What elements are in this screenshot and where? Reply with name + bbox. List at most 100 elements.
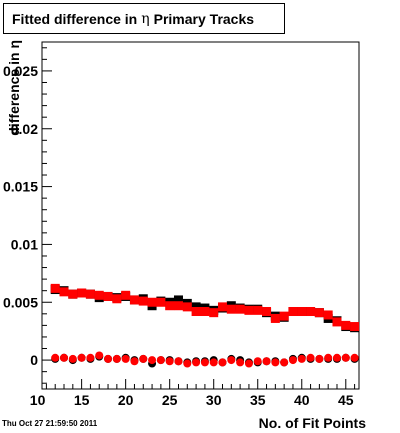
plot-frame [41, 41, 360, 390]
data-point-circle [192, 358, 201, 367]
data-point-circle [280, 358, 289, 367]
y-tick-label: 0.01 [11, 236, 38, 252]
data-point-circle [148, 356, 157, 365]
data-point-square [68, 289, 78, 299]
data-markers [50, 283, 360, 368]
data-point-circle [104, 354, 113, 363]
data-point-circle [306, 353, 315, 362]
data-point-circle [156, 356, 165, 365]
x-tick-label: 25 [162, 392, 178, 408]
data-point-circle [68, 354, 77, 363]
data-point-square [270, 313, 280, 323]
data-point-circle [218, 358, 227, 367]
data-point-circle [165, 357, 174, 366]
data-point-circle [86, 353, 95, 362]
x-axis-title: No. of Fit Points [259, 415, 367, 431]
data-point-circle [139, 354, 148, 363]
chart-title-suffix: Primary Tracks [153, 10, 255, 27]
data-point-square [121, 290, 131, 300]
data-point-circle [112, 354, 121, 363]
x-tick-label: 45 [338, 392, 354, 408]
data-series [50, 283, 360, 332]
data-point-square [253, 305, 263, 315]
data-point-square [191, 302, 201, 312]
data-point-circle [271, 358, 280, 367]
data-point-square [218, 302, 228, 312]
y-tick-label: 0.015 [3, 179, 38, 195]
data-point-square [112, 294, 122, 304]
data-point-square [332, 317, 342, 327]
data-point-square [306, 307, 316, 317]
data-point-square [173, 301, 183, 311]
data-point-circle [51, 353, 60, 362]
x-tick-label: 20 [118, 392, 134, 408]
data-point-square [129, 295, 139, 305]
data-point-square [200, 307, 210, 317]
data-point-circle [244, 359, 253, 368]
data-point-square [323, 310, 333, 320]
data-point-circle [253, 357, 262, 366]
data-point-circle [324, 353, 333, 362]
data-point-square [288, 307, 298, 317]
data-point-circle [183, 359, 192, 368]
data-point-square [103, 291, 113, 301]
data-point-circle [350, 353, 359, 362]
x-tick-label: 40 [294, 392, 310, 408]
data-point-circle [262, 357, 271, 366]
data-point-circle [288, 356, 297, 365]
data-point-circle [77, 353, 86, 362]
data-point-square [350, 322, 360, 332]
data-point-square [235, 304, 245, 314]
data-point-square [50, 283, 60, 293]
data-point-circle [227, 356, 236, 365]
data-point-square [94, 290, 104, 300]
data-point-circle [341, 353, 350, 362]
y-axis: 0 0.005 0.01 0.015 0.02 0.025 [3, 47, 52, 384]
data-point-square [165, 301, 175, 311]
x-tick-label: 10 [30, 392, 46, 408]
data-point-circle [315, 354, 324, 363]
y-tick-label: 0.02 [11, 121, 38, 137]
data-point-square [209, 308, 219, 318]
x-tick-label: 30 [206, 392, 222, 408]
chart-title: Fitted difference in η Primary Tracks [3, 3, 285, 34]
data-point-circle [95, 351, 104, 360]
x-tick-label: 35 [250, 392, 266, 408]
data-point-circle [60, 353, 69, 362]
data-point-square [244, 305, 254, 315]
x-axis: 10 15 20 25 30 35 40 45 [30, 379, 356, 408]
data-point-square [297, 307, 307, 317]
data-point-square [77, 288, 87, 298]
chart-title-symbol: η [141, 10, 150, 27]
y-tick-label: 0.025 [3, 63, 38, 79]
data-point-square [59, 287, 69, 297]
y-tick-label: 0 [30, 352, 38, 368]
timestamp: Thu Oct 27 21:59:50 2011 [2, 419, 98, 428]
y-tick-label: 0.005 [3, 294, 38, 310]
data-point-square [138, 296, 148, 306]
data-point-circle [332, 353, 341, 362]
data-point-circle [297, 354, 306, 363]
y-axis-title: difference in η [6, 40, 22, 136]
data-point-square [262, 307, 272, 317]
data-point-circle [209, 358, 218, 367]
data-point-square [85, 289, 95, 299]
data-point-circle [130, 357, 139, 366]
chart-title-prefix: Fitted difference in [12, 10, 138, 27]
data-point-circle [174, 357, 183, 366]
data-point-square [147, 297, 157, 307]
data-point-square [279, 311, 289, 321]
data-point-square [191, 307, 201, 317]
data-series [51, 351, 359, 368]
data-point-circle [200, 358, 209, 367]
data-point-square [182, 302, 192, 312]
x-tick-label: 15 [74, 392, 90, 408]
data-point-square [341, 320, 351, 330]
data-point-circle [236, 358, 245, 367]
data-point-square [156, 297, 166, 307]
data-point-square [173, 295, 183, 305]
data-point-square [226, 304, 236, 314]
data-point-circle [121, 354, 130, 363]
plot-area-border [41, 41, 360, 390]
